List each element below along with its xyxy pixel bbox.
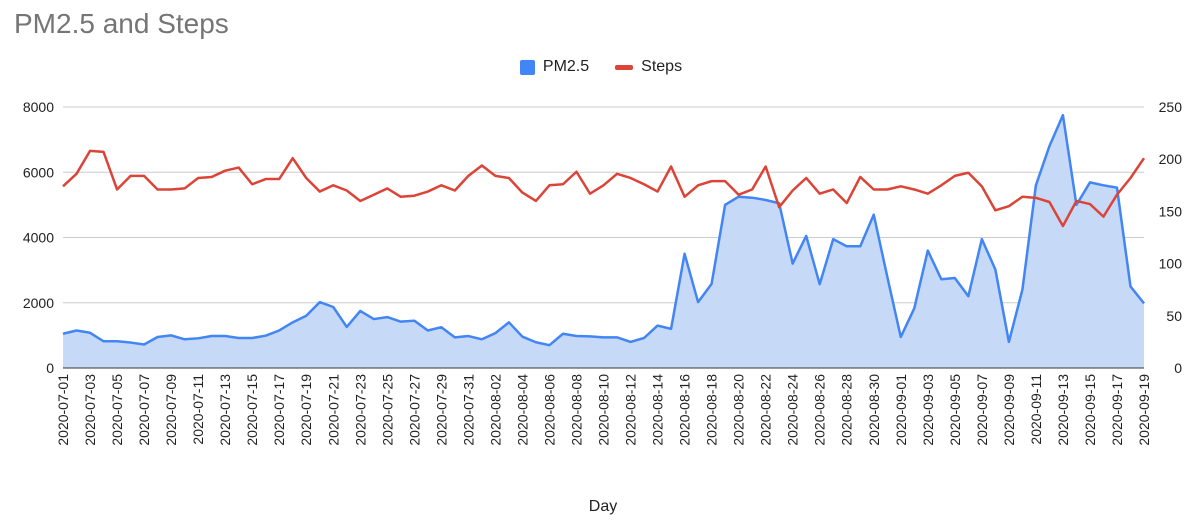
x-axis-tick-label: 2020-08-16	[677, 374, 693, 446]
right-axis-tick-label: 200	[1159, 151, 1183, 167]
x-axis-tick-label: 2020-07-15	[244, 374, 260, 446]
x-axis-tick-label: 2020-07-07	[136, 374, 152, 446]
x-axis-tick-label: 2020-08-22	[758, 374, 774, 446]
pm25-area-fill	[63, 115, 1144, 368]
right-axis-tick-label: 150	[1159, 203, 1183, 219]
legend-swatch-steps	[615, 64, 634, 70]
pm25-area	[62, 113, 1145, 368]
left-axis-tick-label: 8000	[23, 99, 54, 115]
x-axis-tick-label: 2020-09-17	[1109, 374, 1125, 446]
x-axis-tick-label: 2020-07-31	[460, 374, 476, 446]
x-axis-tick-label: 2020-07-21	[325, 374, 341, 446]
x-axis-tick-label: 2020-09-15	[1082, 374, 1098, 446]
legend: PM2.5 Steps	[0, 58, 1202, 76]
x-axis-tick-label: 2020-08-28	[839, 374, 855, 446]
x-axis-tick-label: 2020-08-24	[785, 374, 801, 446]
steps-series-line	[62, 149, 1146, 228]
x-axis-tick-label: 2020-09-05	[947, 374, 963, 446]
x-axis-tick-label: 2020-08-18	[704, 374, 720, 446]
x-axis-tick-label: 2020-07-13	[217, 374, 233, 446]
right-axis-tick-label: 100	[1159, 256, 1183, 272]
x-axis-tick-label: 2020-07-17	[271, 374, 287, 446]
legend-swatch-pm25	[519, 59, 535, 75]
left-axis-tick-label: 0	[46, 360, 54, 376]
x-axis-tick-label: 2020-08-04	[514, 374, 530, 446]
legend-label-steps: Steps	[641, 58, 683, 75]
left-axis-tick-label: 2000	[23, 295, 54, 311]
x-axis-tick-label: 2020-09-11	[1028, 374, 1044, 445]
x-axis-tick-label: 2020-07-25	[379, 374, 395, 446]
right-axis-tick-label: 0	[1174, 360, 1182, 376]
x-axis-tick-label: 2020-07-11	[190, 374, 206, 445]
x-axis-tick-label: 2020-09-01	[893, 374, 909, 446]
x-axis-tick-label: 2020-08-08	[568, 374, 584, 446]
x-axis-tick-label: 2020-07-01	[55, 374, 71, 446]
x-axis-tick-label: 2020-08-14	[650, 374, 666, 446]
x-axis-tick-label: 2020-07-23	[352, 374, 368, 446]
x-axis-label: Day	[589, 498, 617, 515]
x-axis-tick-label: 2020-07-27	[406, 374, 422, 446]
x-axis-ticks: 2020-07-01 2020-07-03 2020-07-05 2020-07-07…	[55, 374, 1152, 446]
x-axis-tick-label: 2020-07-09	[163, 374, 179, 446]
x-axis-tick-label: 2020-08-20	[731, 374, 747, 446]
right-axis-tick-label: 50	[1166, 308, 1182, 324]
legend-item-steps[interactable]: Steps	[615, 58, 682, 76]
left-axis-tick-label: 4000	[23, 230, 54, 246]
right-axis-ticks: 0 50 100 150 200 250	[1159, 99, 1183, 376]
x-axis-tick-label: 2020-08-30	[866, 374, 882, 446]
x-axis-tick-label: 2020-07-03	[82, 374, 98, 446]
x-axis-tick-label: 2020-08-10	[596, 374, 612, 446]
x-axis-tick-label: 2020-08-02	[487, 374, 503, 446]
x-axis-tick-label: 2020-08-06	[541, 374, 557, 446]
x-axis-tick-label: 2020-07-19	[298, 374, 314, 446]
pm25-series-line	[62, 113, 1145, 347]
x-axis-tick-label: 2020-08-26	[812, 374, 828, 446]
x-axis-tick-label: 2020-07-05	[109, 374, 125, 446]
chart-title: PM2.5 and Steps	[14, 8, 229, 39]
legend-label-pm25: PM2.5	[542, 58, 590, 75]
left-axis-ticks: 0 2000 4000 6000 8000	[23, 99, 54, 376]
x-axis-tick-label: 2020-07-29	[433, 374, 449, 446]
legend-item-pm25[interactable]: PM2.5	[519, 58, 590, 76]
right-axis-tick-label: 250	[1159, 99, 1183, 115]
x-axis-tick-label: 2020-09-07	[974, 374, 990, 446]
x-axis-tick-label: 2020-08-12	[623, 374, 639, 446]
x-axis-tick-label: 2020-09-13	[1055, 374, 1071, 446]
left-axis-tick-label: 6000	[23, 164, 54, 180]
x-axis-tick-label: 2020-09-03	[920, 374, 936, 446]
x-axis-tick-label: 2020-09-09	[1001, 374, 1017, 446]
steps-line	[62, 149, 1146, 228]
x-axis-tick-label: 2020-09-19	[1136, 374, 1152, 446]
